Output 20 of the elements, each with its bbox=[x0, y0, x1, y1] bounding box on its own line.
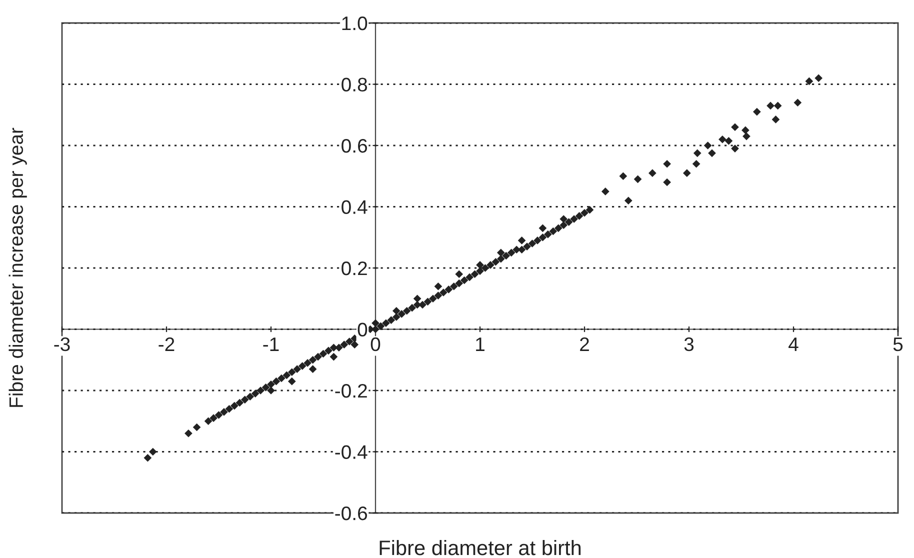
x-tick-label: 2 bbox=[580, 337, 589, 351]
y-tick-label: 0.2 bbox=[342, 261, 367, 276]
y-tick-label: -0.2 bbox=[335, 384, 367, 398]
y-tick-label: -0.4 bbox=[335, 445, 368, 459]
x-tick-label: 1 bbox=[476, 338, 484, 351]
y-tick-label: 0.4 bbox=[342, 200, 368, 214]
x-axis-title: Fibre diameter at birth bbox=[380, 540, 581, 556]
y-tick-label: 1.0 bbox=[342, 16, 368, 30]
x-tick-label: 3 bbox=[684, 337, 694, 352]
y-tick-label: -0.6 bbox=[335, 506, 368, 520]
y-tick-label: 0.6 bbox=[342, 138, 368, 153]
y-axis-title: Fibre diameter increase per year bbox=[8, 128, 27, 407]
x-tick-label: 5 bbox=[893, 338, 903, 352]
x-tick-label: -3 bbox=[54, 337, 70, 352]
x-tick-label: -2 bbox=[158, 337, 174, 351]
x-tick-label: 4 bbox=[788, 338, 798, 351]
x-tick-label: 0 bbox=[370, 337, 380, 352]
x-tick-label: -1 bbox=[263, 338, 279, 351]
y-tick-label: 0 bbox=[358, 322, 368, 336]
y-tick-label: 0.8 bbox=[342, 78, 368, 92]
